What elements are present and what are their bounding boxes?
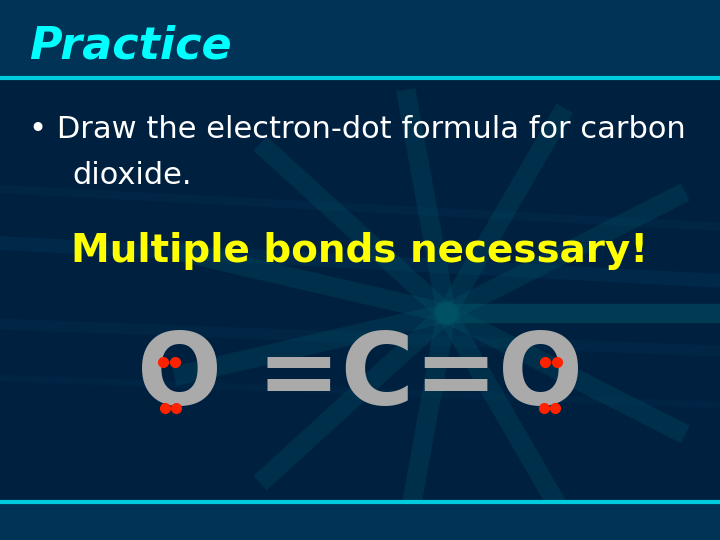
Text: • Draw the electron-dot formula for carbon: • Draw the electron-dot formula for carb… [29,115,685,144]
Text: Practice: Practice [29,24,231,68]
FancyBboxPatch shape [0,0,720,78]
Text: O =C=O: O =C=O [137,329,583,427]
FancyBboxPatch shape [0,502,720,540]
Text: Multiple bonds necessary!: Multiple bonds necessary! [71,232,649,270]
Text: dioxide.: dioxide. [72,161,192,190]
